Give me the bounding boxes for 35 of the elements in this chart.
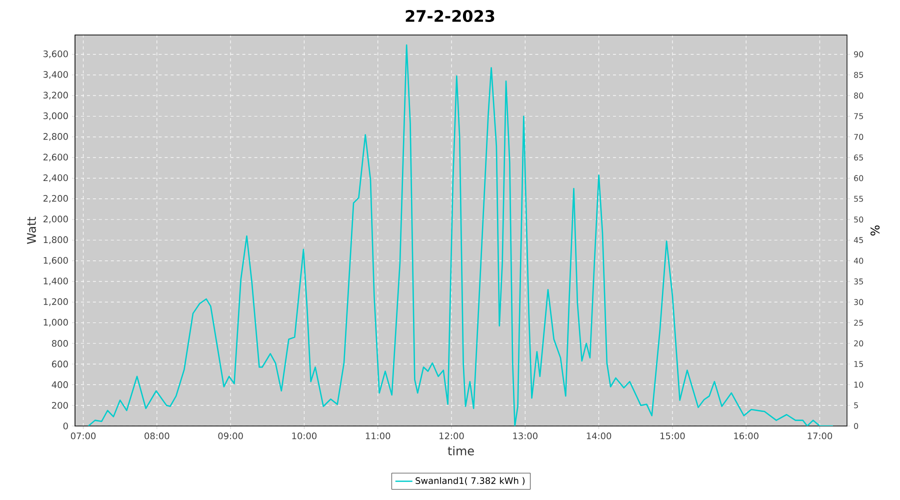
x-tick-label: 13:00 xyxy=(513,432,538,440)
y-tick-label: 1,400 xyxy=(44,278,68,286)
x-tick-label: 09:00 xyxy=(218,432,243,440)
y-tick-label: 2,000 xyxy=(43,216,68,224)
y-tick-label: 1,000 xyxy=(44,318,68,327)
y-tick-label: 400 xyxy=(52,381,68,388)
x-tick-label: 07:00 xyxy=(70,432,96,440)
y-axis-title: Watt xyxy=(27,216,36,244)
y-tick-label: 0 xyxy=(63,422,68,430)
y-tick-label: 2,600 xyxy=(43,154,68,162)
x-tick-label: 12:00 xyxy=(440,432,464,440)
y-tick-label: 600 xyxy=(52,360,68,368)
y-tick-label: 2,400 xyxy=(43,174,68,182)
y-tick-label: 2,200 xyxy=(43,194,68,203)
x-tick-label: 16:00 xyxy=(734,432,758,440)
x-tick-label: 14:00 xyxy=(586,432,612,440)
y2-axis-title: % xyxy=(870,225,880,236)
y-tick-label: 1,200 xyxy=(44,298,68,306)
y-tick-label: 1,800 xyxy=(44,236,68,244)
y-tick-label: 3,400 xyxy=(44,71,68,79)
x-tick-label: 08:00 xyxy=(144,432,170,440)
chart-title: 27-2-2023 xyxy=(406,10,494,22)
x-axis-title: time xyxy=(448,446,474,456)
x-tick-label: 11:00 xyxy=(366,432,390,440)
y-tick-label: 200 xyxy=(52,402,68,409)
y-tick-label: 3,000 xyxy=(44,112,68,120)
y-tick-label: 3,200 xyxy=(44,92,68,100)
x-tick-label: 15:00 xyxy=(660,432,685,440)
y-tick-label: 3,600 xyxy=(44,50,68,58)
y-tick-label: 1,600 xyxy=(44,256,68,265)
legend-label: Swanland1( 7.382 kWh ) xyxy=(416,477,525,486)
y-tick-label: 2,800 xyxy=(43,133,68,141)
x-tick-label: 17:00 xyxy=(808,432,832,440)
x-tick-label: 10:00 xyxy=(292,432,317,440)
y-tick-label: 800 xyxy=(52,340,68,347)
